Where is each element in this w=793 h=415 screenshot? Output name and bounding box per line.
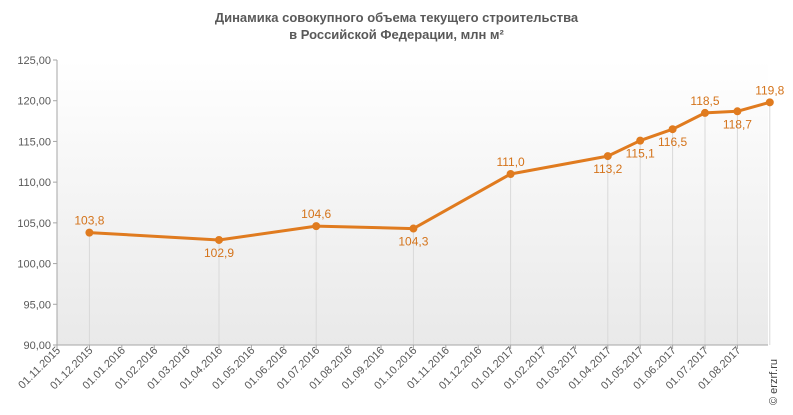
data-point <box>765 98 774 107</box>
data-label: 116,5 <box>658 135 687 149</box>
chart-title-line2: в Российской Федерации, млн м² <box>289 27 504 42</box>
data-label: 111,0 <box>496 155 525 169</box>
data-label: 103,8 <box>74 214 104 228</box>
data-point <box>733 107 742 116</box>
watermark: © erzrf.ru <box>768 359 780 405</box>
y-tick-label: 125,00 <box>17 55 51 67</box>
data-point <box>85 228 94 237</box>
y-tick-label: 105,00 <box>17 218 51 230</box>
data-point <box>701 108 709 117</box>
data-label: 102,9 <box>204 246 234 260</box>
data-point <box>215 235 223 244</box>
y-tick-label: 110,00 <box>18 177 51 189</box>
data-point <box>603 152 612 161</box>
y-tick-label: 120,00 <box>17 96 51 108</box>
data-point <box>506 170 515 178</box>
data-point <box>636 136 645 145</box>
data-point <box>312 222 321 231</box>
data-point <box>409 224 418 233</box>
chart-title: Динамика совокупного объема текущего стр… <box>0 9 793 43</box>
data-label: 113,2 <box>593 162 622 176</box>
data-label: 119,8 <box>755 83 784 97</box>
plot-area <box>57 60 768 345</box>
data-label: 118,5 <box>690 94 719 108</box>
data-label: 104,3 <box>398 235 428 249</box>
chart-title-line1: Динамика совокупного объема текущего стр… <box>214 10 579 25</box>
data-label: 115,1 <box>626 147 655 161</box>
data-label: 104,6 <box>301 207 331 221</box>
data-point <box>668 125 677 134</box>
y-tick-label: 115,00 <box>18 136 51 148</box>
y-tick-label: 100,00 <box>17 259 51 271</box>
data-label: 118,7 <box>723 117 752 131</box>
y-tick-label: 90,00 <box>23 340 51 352</box>
y-tick-label: 95,00 <box>23 299 51 311</box>
